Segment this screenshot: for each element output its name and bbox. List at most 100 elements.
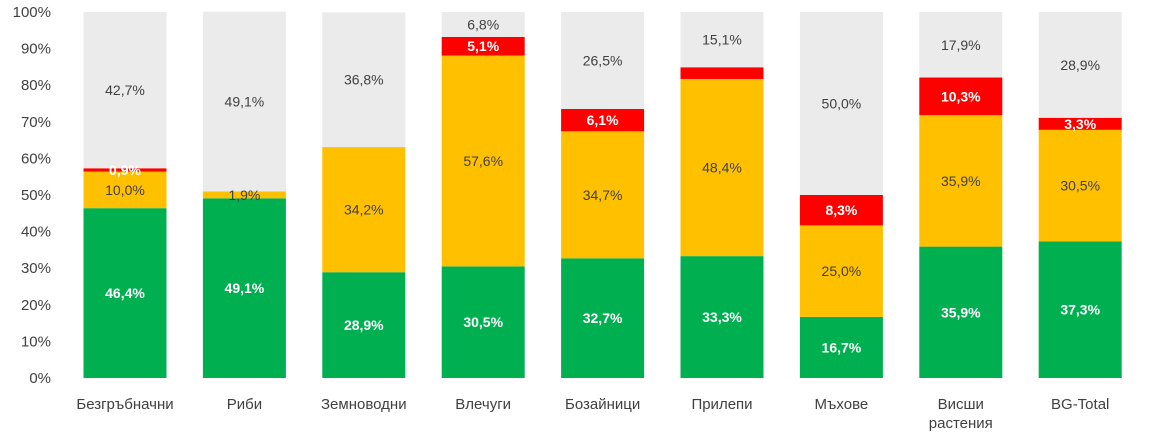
category-label-line: Прилепи bbox=[691, 396, 752, 413]
y-tick-label: 90% bbox=[21, 41, 51, 58]
bar-segment bbox=[441, 266, 525, 378]
bar-stack: 16,7% 25,0% 8,3% 50,0% bbox=[799, 12, 883, 378]
category-label: BG-Total bbox=[1051, 396, 1109, 413]
bar-stack: 33,3% 48,4% 15,1% bbox=[680, 12, 764, 378]
category-label-line: BG-Total bbox=[1051, 396, 1109, 413]
category-label-line: Висши bbox=[938, 396, 984, 413]
category-label: Мъхове bbox=[815, 396, 869, 413]
bars-group: 46,4% 10,0% 0,9% 42,7% 49,1% 1,9% 49,1% 28,9% 34… bbox=[83, 11, 1122, 378]
y-axis: 0% 10% 20% 30% 40% 50% 60% 70% 80% 90% 100% bbox=[13, 4, 51, 387]
category-label-line: Бозайници bbox=[565, 396, 640, 413]
bar-segment bbox=[680, 256, 764, 378]
category-label-line: Риби bbox=[227, 396, 262, 413]
data-label: 10,3% bbox=[941, 88, 981, 104]
y-tick-label: 100% bbox=[13, 4, 51, 21]
data-label: 5,1% bbox=[467, 38, 499, 54]
y-tick-label: 20% bbox=[21, 297, 51, 314]
bar-segment bbox=[561, 12, 645, 109]
data-label: 28,9% bbox=[1060, 57, 1100, 73]
category-label: Бозайници bbox=[565, 396, 640, 413]
bar-stack: 37,3% 30,5% 3,3% 28,9% bbox=[1038, 12, 1122, 378]
y-tick-label: 30% bbox=[21, 260, 51, 277]
y-tick-label: 60% bbox=[21, 150, 51, 167]
bar-segment bbox=[919, 12, 1003, 78]
data-label: 16,7% bbox=[822, 339, 862, 355]
y-tick-label: 50% bbox=[21, 187, 51, 204]
data-label: 1,9% bbox=[228, 187, 260, 203]
bar-segment bbox=[1038, 117, 1122, 130]
data-label: 46,4% bbox=[105, 285, 145, 301]
category-label: Влечуги bbox=[455, 396, 511, 413]
bar-segment bbox=[83, 171, 167, 209]
data-label: 8,3% bbox=[825, 202, 857, 218]
category-label-line: Влечуги bbox=[455, 396, 511, 413]
data-label: 50,0% bbox=[822, 96, 862, 112]
data-label: 30,5% bbox=[1060, 178, 1100, 194]
data-label: 57,6% bbox=[463, 153, 503, 169]
data-label: 32,7% bbox=[583, 310, 623, 326]
data-label: 48,4% bbox=[702, 160, 742, 176]
bar-segment bbox=[202, 198, 286, 378]
data-label: 35,9% bbox=[941, 304, 981, 320]
bar-segment bbox=[202, 11, 286, 192]
data-label: 34,2% bbox=[344, 202, 384, 218]
data-label: 42,7% bbox=[105, 82, 145, 98]
data-label: 37,3% bbox=[1060, 302, 1100, 318]
category-label: Риби bbox=[227, 396, 262, 413]
bar-stack: 28,9% 34,2% 36,8% bbox=[322, 12, 406, 378]
data-label: 36,8% bbox=[344, 72, 384, 88]
y-tick-label: 0% bbox=[29, 370, 51, 387]
bar-segment bbox=[919, 115, 1003, 247]
bar-stack: 46,4% 10,0% 0,9% 42,7% bbox=[83, 12, 167, 378]
category-label-line: растения bbox=[929, 415, 993, 432]
bar-stack: 32,7% 34,7% 6,1% 26,5% bbox=[561, 12, 645, 378]
data-label: 25,0% bbox=[822, 263, 862, 279]
bar-segment bbox=[919, 77, 1003, 116]
bar-segment bbox=[680, 78, 764, 257]
bar-segment bbox=[322, 12, 406, 148]
data-label: 49,1% bbox=[225, 280, 265, 296]
bar-segment bbox=[1038, 241, 1122, 378]
data-label: 0,9% bbox=[109, 162, 141, 178]
data-label: 10,0% bbox=[105, 182, 145, 198]
data-label: 17,9% bbox=[941, 37, 981, 53]
data-label: 34,7% bbox=[583, 187, 623, 203]
category-label: Земноводни bbox=[321, 396, 407, 413]
bar-segment bbox=[441, 12, 525, 37]
data-label: 35,9% bbox=[941, 173, 981, 189]
category-label: Висши растения bbox=[929, 396, 993, 432]
data-label: 6,8% bbox=[467, 16, 499, 32]
bar-segment bbox=[561, 108, 645, 132]
bar-segment bbox=[441, 55, 525, 267]
data-label: 30,5% bbox=[463, 314, 503, 330]
bar-segment bbox=[202, 191, 286, 199]
bar-segment bbox=[799, 12, 883, 195]
bar-segment bbox=[799, 316, 883, 378]
data-label: 49,1% bbox=[225, 93, 265, 109]
data-label: 3,3% bbox=[1064, 116, 1096, 132]
bar-segment bbox=[680, 12, 764, 68]
bar-segment bbox=[322, 147, 406, 273]
y-tick-label: 80% bbox=[21, 77, 51, 94]
y-tick-label: 10% bbox=[21, 333, 51, 350]
category-label: Прилепи bbox=[691, 396, 752, 413]
x-axis: Безгръбначни Риби Земноводни Влечуги Бозайни… bbox=[76, 396, 1109, 432]
bar-segment bbox=[322, 272, 406, 378]
bar-segment bbox=[919, 246, 1003, 378]
data-label: 6,1% bbox=[587, 112, 619, 128]
category-label-line: Мъхове bbox=[815, 396, 869, 413]
category-label-line: Земноводни bbox=[321, 396, 407, 413]
bar-stack: 30,5% 57,6% 5,1% 6,8% bbox=[441, 12, 525, 378]
data-label: 33,3% bbox=[702, 309, 742, 325]
category-label-line: Безгръбначни bbox=[76, 396, 173, 413]
y-tick-label: 70% bbox=[21, 114, 51, 131]
bar-segment bbox=[83, 208, 167, 378]
bar-segment bbox=[1038, 129, 1122, 242]
bar-stack: 35,9% 35,9% 10,3% 17,9% bbox=[919, 12, 1003, 378]
bar-stack: 49,1% 1,9% 49,1% bbox=[202, 11, 286, 378]
bar-segment bbox=[680, 67, 764, 79]
bar-segment bbox=[83, 168, 167, 172]
data-label: 15,1% bbox=[702, 32, 742, 48]
